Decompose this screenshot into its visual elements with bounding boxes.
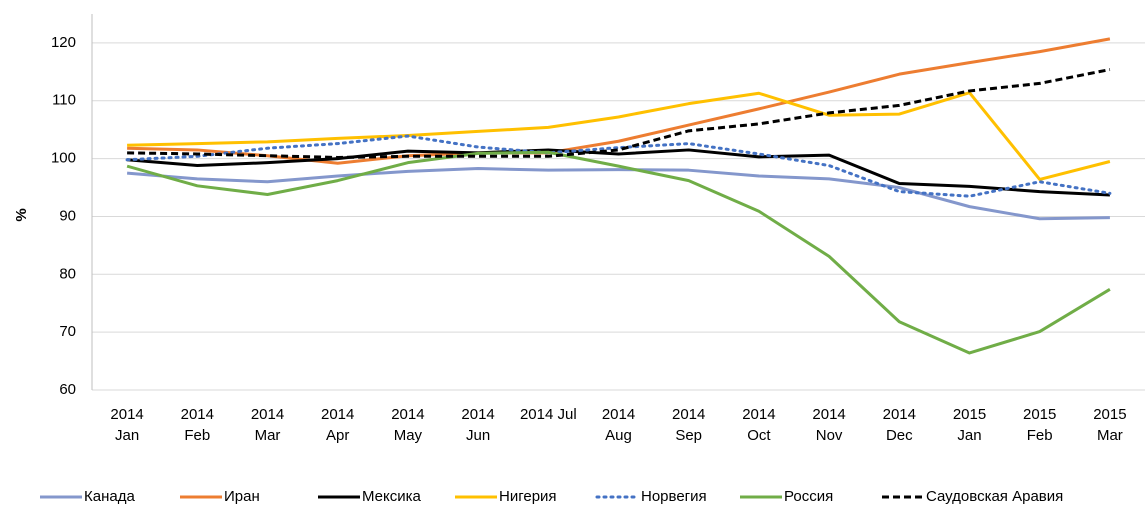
x-tick-label: 2014 Dec — [882, 406, 916, 444]
y-tick-label: 100 — [51, 150, 76, 167]
y-tick-label: 90 — [59, 207, 76, 224]
y-axis-label: % — [13, 208, 30, 221]
legend-label: Россия — [784, 488, 833, 505]
legend-label: Канада — [84, 488, 135, 505]
x-tick-label: 2014 Apr — [321, 406, 355, 444]
x-tick-label: 2014 Nov — [812, 406, 846, 444]
legend-label: Норвегия — [641, 488, 707, 505]
y-tick-label: 110 — [52, 92, 76, 109]
series-line — [126, 166, 1110, 221]
y-tick-label: 70 — [59, 323, 76, 340]
legend-label: Мексика — [362, 488, 422, 505]
x-tick-label: 2014 Feb — [180, 406, 214, 444]
series-line — [127, 68, 1111, 159]
legend-label: Иран — [224, 488, 260, 505]
series-line — [127, 37, 1111, 165]
x-tick-label: 2015 Feb — [1023, 406, 1057, 444]
series-line — [126, 148, 1110, 197]
x-tick-label: 2015 Jan — [952, 406, 987, 444]
x-tick-label: 2014 Jun — [461, 406, 495, 444]
x-tick-label: 2014 Aug — [601, 406, 636, 444]
series-line — [127, 91, 1111, 181]
y-tick-label: 120 — [51, 34, 76, 51]
x-tick-label: 2014 Oct — [742, 406, 776, 444]
y-tick-label: 60 — [59, 381, 76, 398]
y-tick-label: 80 — [59, 265, 76, 282]
legend-label: Нигерия — [499, 488, 557, 505]
x-tick-label: 2015 Mar — [1093, 406, 1127, 444]
series-line — [125, 134, 1112, 198]
x-tick-label: 2014 Jul — [519, 406, 577, 423]
x-tick-label: 2014 Mar — [250, 406, 285, 444]
x-tick-label: 2014 Jan — [110, 406, 144, 444]
x-tick-label: 2014 Sep — [672, 406, 706, 444]
legend-label: Саудовская Аравия — [926, 488, 1063, 505]
series-line — [126, 150, 1111, 355]
x-tick-label: 2014 May — [391, 406, 425, 444]
